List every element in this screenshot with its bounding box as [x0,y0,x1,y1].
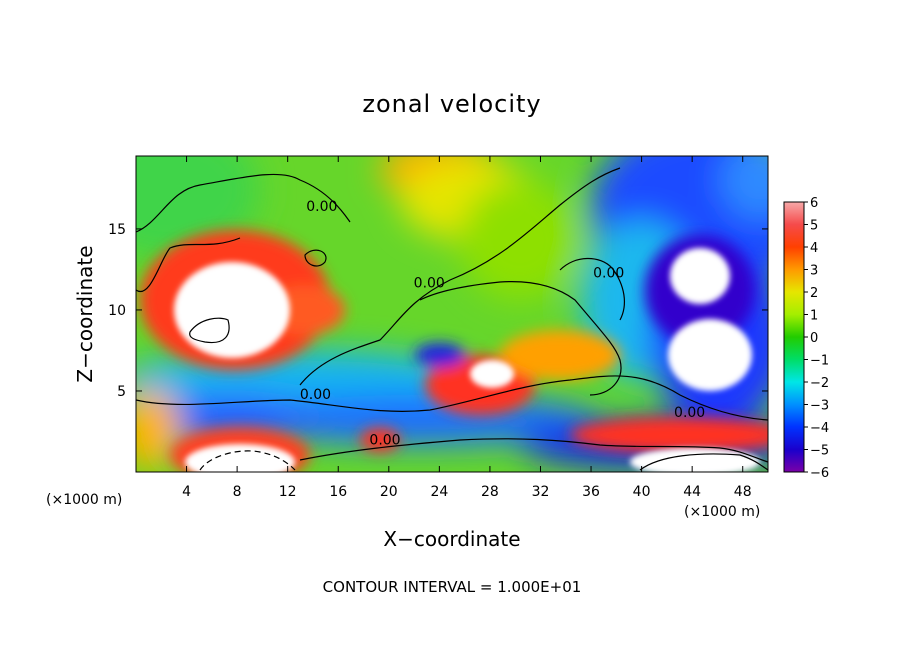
colorbar-tick-label: 3 [810,264,818,279]
colorbar-tick-label: −1 [810,354,829,369]
x-tick-label: 24 [430,484,448,500]
x-tick-label: 20 [380,484,398,500]
x-tick-label: 12 [279,484,297,500]
contour-line [136,375,768,421]
x-tick-label: 44 [683,484,701,500]
colorbar-tick-label: −5 [810,444,829,459]
x-axis-label: X−coordinate [383,527,520,551]
contour-label: 0.00 [414,275,445,291]
contour-label: 0.00 [593,266,624,282]
x-tick-label: 36 [582,484,600,500]
x-tick-label: 4 [182,484,191,500]
y-axis: 5 10 15 [108,222,768,400]
x-tick-label: 8 [233,484,242,500]
x-axis-units-left: (×1000 m) [46,492,122,508]
colorbar-tick-label: 6 [810,196,818,211]
contour-line [199,450,296,471]
heatmap-field: 0.00 0.00 0.00 0.00 0.00 0.00 [136,156,768,472]
x-tick-label: 40 [633,484,651,500]
x-tick-label: 16 [329,484,347,500]
contour-label: 0.00 [674,405,705,421]
field-cores [174,248,760,472]
contour-label: 0.00 [306,199,337,215]
x-tick-label: 32 [532,484,550,500]
x-tick-label: 28 [481,484,499,500]
contour-labels: 0.00 0.00 0.00 0.00 0.00 0.00 [300,199,705,448]
colorbar-ticks: 6 5 4 3 2 1 0 −1 −2 −3 −4 −5 −6 [804,196,829,481]
colorbar [783,201,805,473]
colorbar-tick-label: −3 [810,399,829,414]
contour-label: 0.00 [369,432,400,448]
colorbar-tick-label: 2 [810,286,818,301]
contour-line [136,237,241,293]
colorbar-tick-label: 0 [810,331,818,346]
contour-line [189,317,230,344]
y-tick-label: 5 [117,384,126,400]
contour-line [299,438,768,463]
y-tick-label: 10 [108,303,126,319]
contour-line [559,257,626,321]
contour-line [136,173,351,233]
chart-title: zonal velocity [362,90,541,118]
y-tick-label: 15 [108,222,126,238]
plot-frame [135,155,769,473]
contour-line [304,249,327,267]
x-axis-units-right: (×1000 m) [684,504,760,520]
colorbar-tick-label: 4 [810,241,818,256]
colorbar-tick-label: −2 [810,376,829,391]
contour-line [299,167,621,386]
contour-interval-note: CONTOUR INTERVAL = 1.000E+01 [323,578,582,596]
colorbar-tick-label: −6 [810,466,829,481]
contour-lines [136,167,768,471]
y-axis-label: Z−coordinate [73,245,97,382]
x-tick-label: 48 [734,484,752,500]
contour-label: 0.00 [300,387,331,403]
colorbar-tick-label: 5 [810,219,818,234]
x-axis: 4 8 12 16 20 24 28 32 36 40 44 48 [182,156,752,500]
colorbar-tick-label: 1 [810,309,818,324]
colorbar-tick-label: −4 [810,421,829,436]
contour-line [419,280,622,396]
contour-line [639,453,768,471]
